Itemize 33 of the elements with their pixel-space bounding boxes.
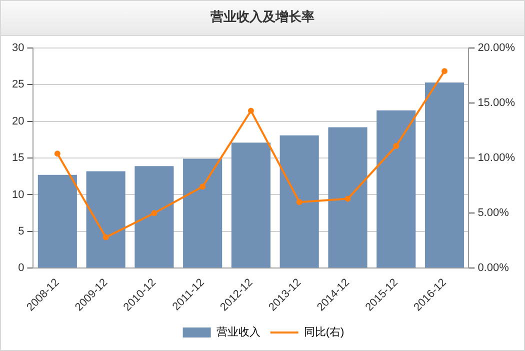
y-tick-label: 15 (12, 152, 24, 164)
y2-tick-label: 0.00% (478, 262, 510, 274)
y-tick-label: 0 (18, 262, 24, 274)
point (54, 150, 60, 157)
bar (38, 174, 77, 268)
point (102, 234, 109, 240)
point (151, 210, 158, 216)
point (344, 196, 351, 202)
bar (134, 166, 174, 268)
legend-label: 营业收入 (216, 326, 260, 339)
point (442, 68, 448, 74)
y2-tick-label: 5.00% (478, 207, 510, 220)
point (296, 199, 302, 206)
y2-tick-label: 10.00% (478, 152, 516, 164)
legend-label: 同比(右) (304, 326, 344, 339)
bar (183, 158, 222, 268)
y2-tick-label: 15.00% (478, 97, 516, 110)
point (200, 184, 206, 190)
bar (376, 110, 416, 268)
y2-tick-label: 20.00% (478, 42, 516, 54)
y-tick-label: 10 (12, 188, 24, 201)
y-tick-label: 20 (12, 115, 24, 128)
point (248, 108, 254, 114)
bar (280, 135, 319, 268)
bar (86, 171, 126, 268)
bar (328, 127, 368, 268)
chart-title: 营业收入及增长率 (1, 1, 524, 36)
y-tick-label: 30 (12, 42, 24, 54)
y-tick-label: 5 (18, 225, 24, 238)
point (393, 142, 400, 149)
bar (231, 142, 270, 268)
bar (424, 82, 464, 268)
y-tick-label: 25 (12, 78, 24, 91)
